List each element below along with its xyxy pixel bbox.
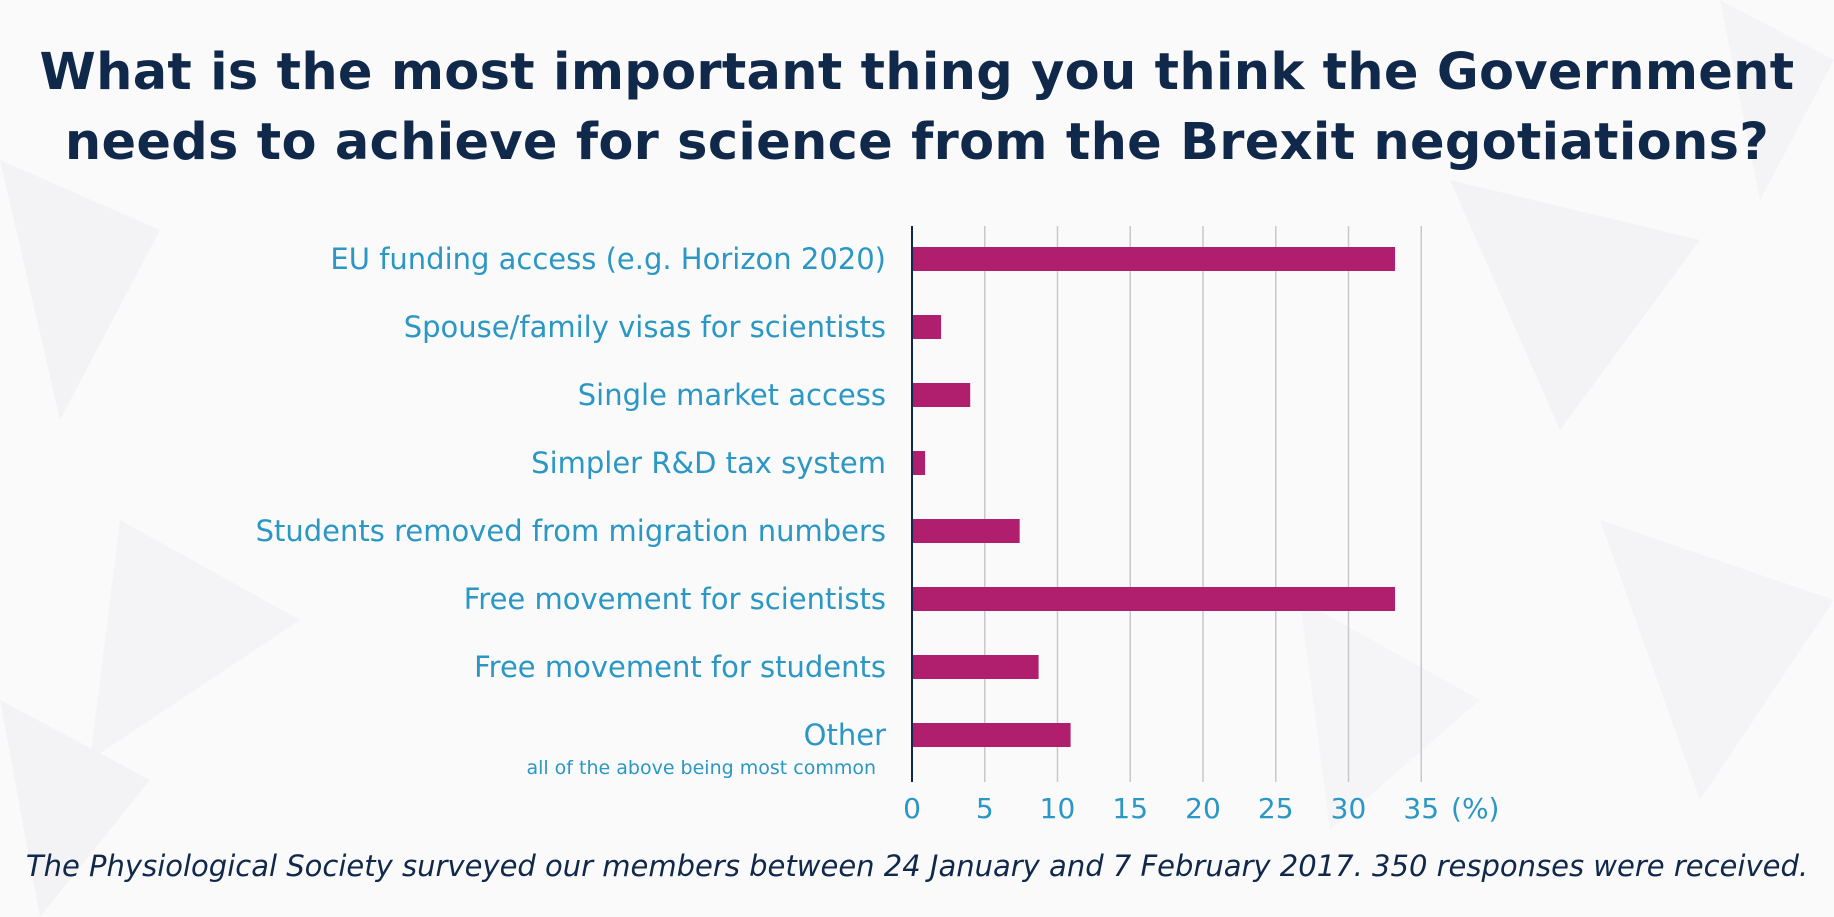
x-tick-label-25: 25 [1258, 792, 1294, 825]
category-label-1: Spouse/family visas for scientists [404, 310, 886, 344]
category-label-7: Other [804, 718, 886, 752]
x-tick-label-35: 35 [1403, 792, 1439, 825]
category-label-6: Free movement for students [474, 650, 886, 684]
category-label-4: Students removed from migration numbers [256, 514, 886, 548]
category-note-7: all of the above being most common [526, 757, 876, 779]
category-label-0: EU funding access (e.g. Horizon 2020) [330, 242, 886, 276]
chart-title-line-2: needs to achieve for science from the Br… [64, 113, 1770, 172]
survey-footnote: The Physiological Society surveyed our m… [25, 849, 1809, 883]
bar-0 [912, 247, 1396, 271]
category-label-2: Single market access [578, 378, 886, 412]
bar-1 [912, 315, 942, 339]
category-label-5: Free movement for scientists [464, 582, 886, 616]
x-unit-label: (%) [1451, 792, 1499, 825]
x-tick-label-30: 30 [1331, 792, 1367, 825]
bar-7 [912, 723, 1071, 747]
x-tick-label-0: 0 [903, 792, 921, 825]
bar-5 [912, 587, 1396, 611]
bar-4 [912, 519, 1020, 543]
category-label-3: Simpler R&D tax system [531, 446, 886, 480]
chart-title-line-1: What is the most important thing you thi… [39, 43, 1795, 102]
bar-6 [912, 655, 1039, 679]
x-tick-label-5: 5 [976, 792, 994, 825]
x-tick-label-15: 15 [1112, 792, 1148, 825]
chart-title: What is the most important thing you thi… [0, 38, 1834, 178]
x-tick-label-20: 20 [1185, 792, 1221, 825]
bar-3 [912, 451, 926, 475]
x-tick-label-10: 10 [1040, 792, 1076, 825]
bar-2 [912, 383, 971, 407]
